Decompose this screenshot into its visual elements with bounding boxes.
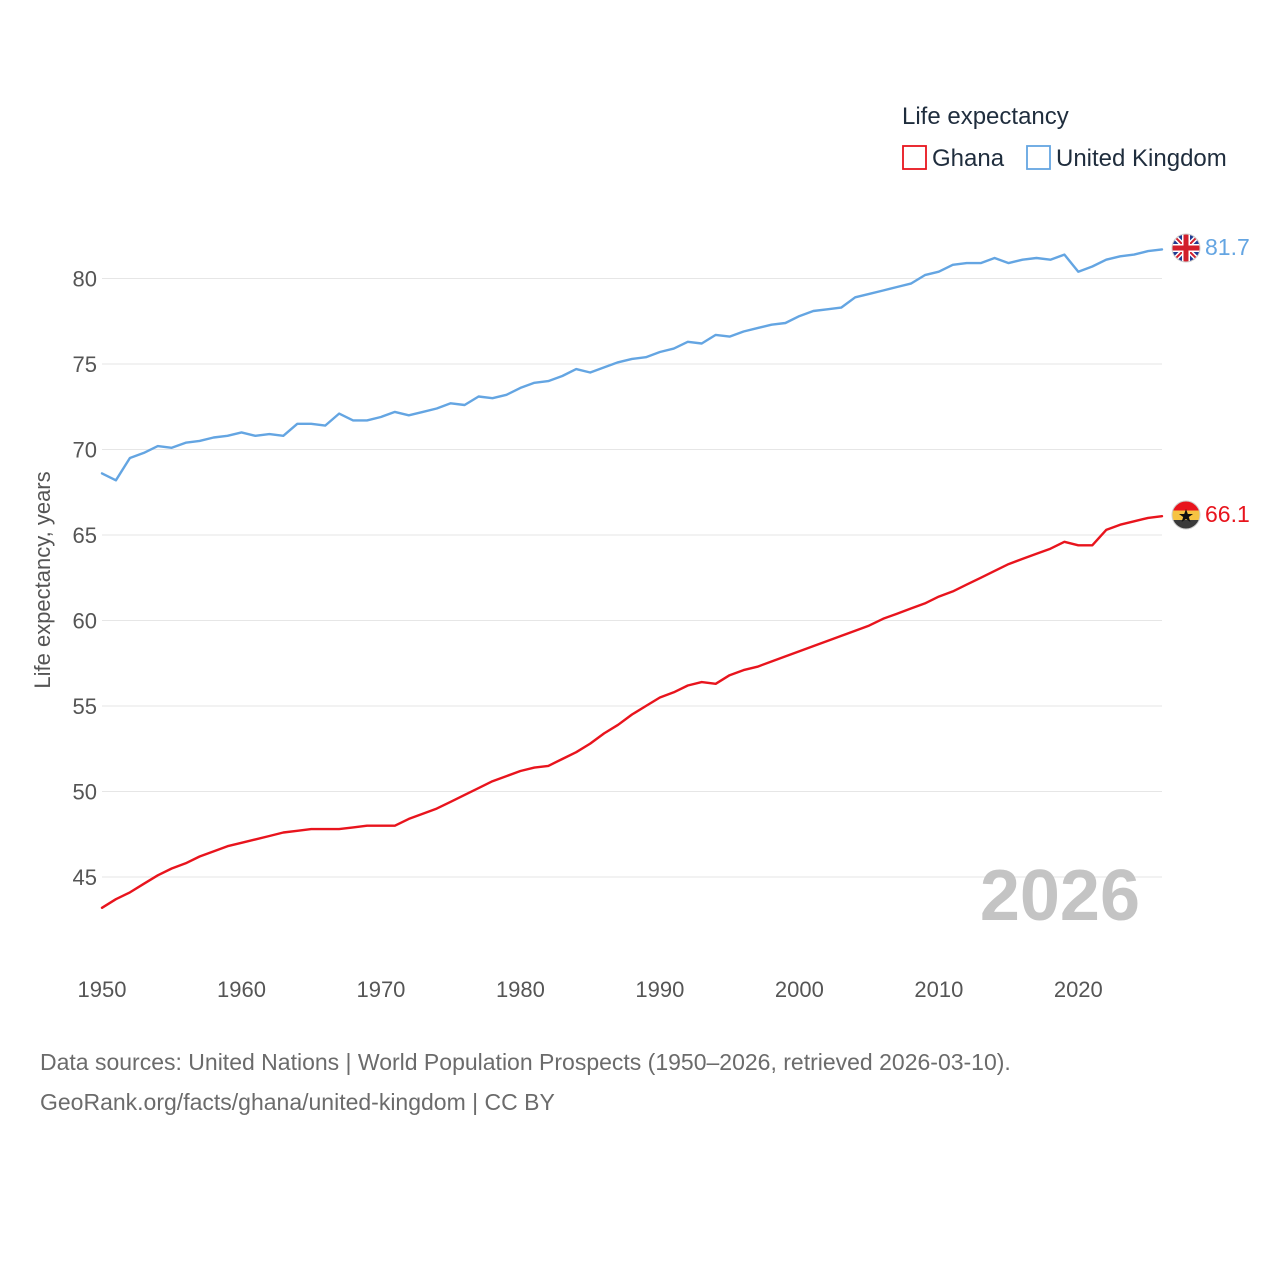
legend-swatch-united-kingdom [1026,145,1051,170]
legend-swatch-ghana [902,145,927,170]
end-label-ghana: 66.1 [1205,501,1250,527]
x-tick-label-1950: 1950 [78,977,127,1002]
gridlines [102,278,1162,878]
y-tick-label-65: 65 [73,523,97,548]
y-axis-ticks: 45 50 55 60 65 70 75 80 [73,267,97,891]
x-axis-ticks: 1950 1960 1970 1980 1990 2000 2010 2020 [78,977,1103,1002]
y-tick-label-75: 75 [73,352,97,377]
data-sources-text: Data sources: United Nations | World Pop… [40,1049,1011,1075]
y-tick-label-80: 80 [73,267,97,292]
ghana-flag-icon [1172,501,1200,529]
x-tick-label-1970: 1970 [356,977,405,1002]
legend-title: Life expectancy [902,103,1069,130]
ghana-flag-border [1171,500,1201,530]
series-lines [100,248,1164,909]
x-tick-label-1960: 1960 [217,977,266,1002]
y-tick-label-45: 45 [73,865,97,890]
y-tick-label-70: 70 [73,438,97,463]
x-tick-label-2020: 2020 [1054,977,1103,1002]
legend: Life expectancy Ghana United Kingdom [902,103,1227,172]
uk-flag-border [1171,233,1201,263]
x-tick-label-1990: 1990 [635,977,684,1002]
y-tick-label-50: 50 [73,780,97,805]
y-tick-label-55: 55 [73,694,97,719]
year-stamp: 2026 [980,856,1140,936]
legend-label-ghana: Ghana [932,145,1005,172]
legend-label-united-kingdom: United Kingdom [1056,145,1227,172]
source-link[interactable]: GeoRank.org/facts/ghana/united-kingdom |… [40,1089,555,1115]
legend-item-united-kingdom[interactable]: United Kingdom [1026,145,1227,172]
series-line-united-kingdom [100,248,1164,482]
footer: Data sources: United Nations | World Pop… [40,1042,1011,1122]
series-line-ghana [100,515,1164,909]
legend-item-ghana[interactable]: Ghana [902,145,1005,172]
x-tick-label-2000: 2000 [775,977,824,1002]
y-axis-title: Life expectancy, years [30,471,55,688]
x-tick-label-2010: 2010 [914,977,963,1002]
x-tick-label-1980: 1980 [496,977,545,1002]
uk-flag-icon [1172,234,1200,262]
y-tick-label-60: 60 [73,609,97,634]
end-label-united-kingdom: 81.7 [1205,234,1250,260]
